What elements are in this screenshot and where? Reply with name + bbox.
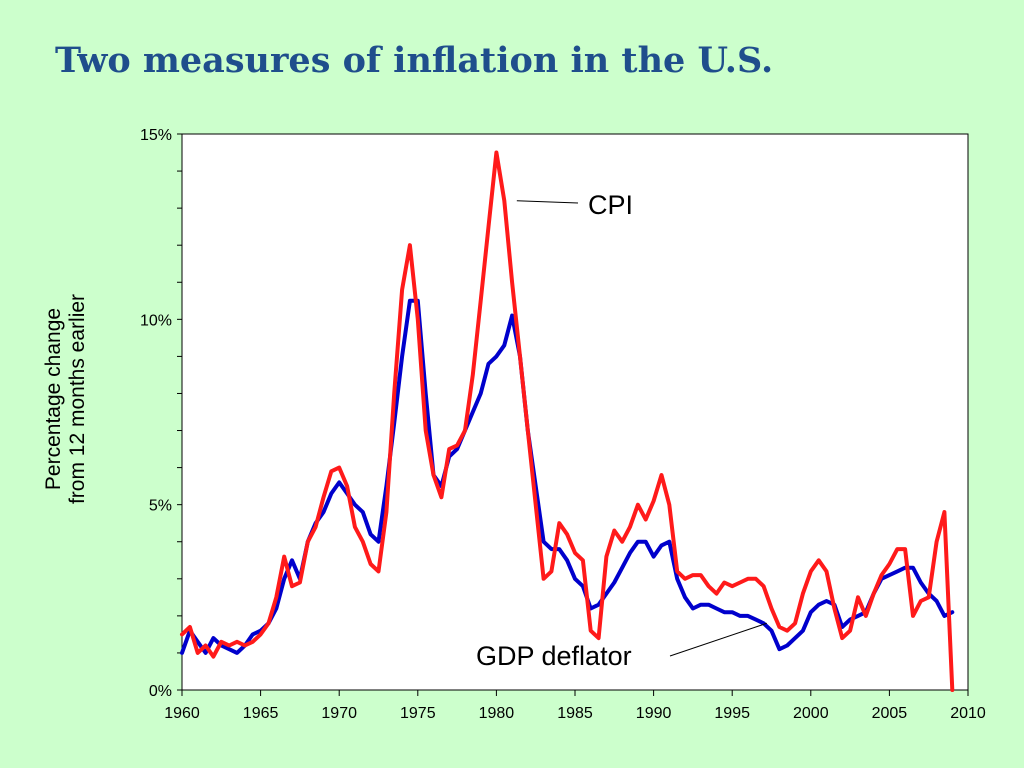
slide-title: Two measures of inflation in the U.S. [55, 40, 774, 81]
x-axis: 1960 1965 1970 1975 1980 1985 1990 1995 2000 2005… [164, 690, 986, 722]
gdp-deflator-annotation: GDP deflator [476, 641, 632, 671]
y-tick-label: 10% [140, 312, 172, 329]
x-tick-label: 1965 [243, 705, 279, 722]
y-tick-label: 15% [140, 127, 172, 144]
y-tick-label: 0% [149, 683, 172, 700]
x-tick-label: 1975 [400, 705, 436, 722]
x-tick-label: 2005 [872, 705, 908, 722]
x-tick-label: 1985 [557, 705, 593, 722]
x-tick-label: 1970 [321, 705, 357, 722]
x-tick-label: 1960 [164, 705, 200, 722]
x-tick-label: 1980 [479, 705, 515, 722]
series-layer [180, 150, 955, 692]
x-tick-label: 2000 [793, 705, 829, 722]
y-axis: 0% 5% 10% 15% [140, 127, 182, 700]
x-tick-label: 1990 [636, 705, 672, 722]
annotation-layer: CPI GDP deflator [476, 190, 767, 671]
y-tick-label: 5% [149, 498, 172, 515]
x-tick-label: 1995 [714, 705, 750, 722]
cpi-annotation: CPI [588, 190, 633, 220]
cpi-line [180, 150, 955, 692]
x-tick-label: 2010 [950, 705, 986, 722]
gdp-deflator-leader-line [669, 622, 767, 657]
plot-area [181, 133, 969, 691]
cpi-leader-line [516, 200, 579, 204]
